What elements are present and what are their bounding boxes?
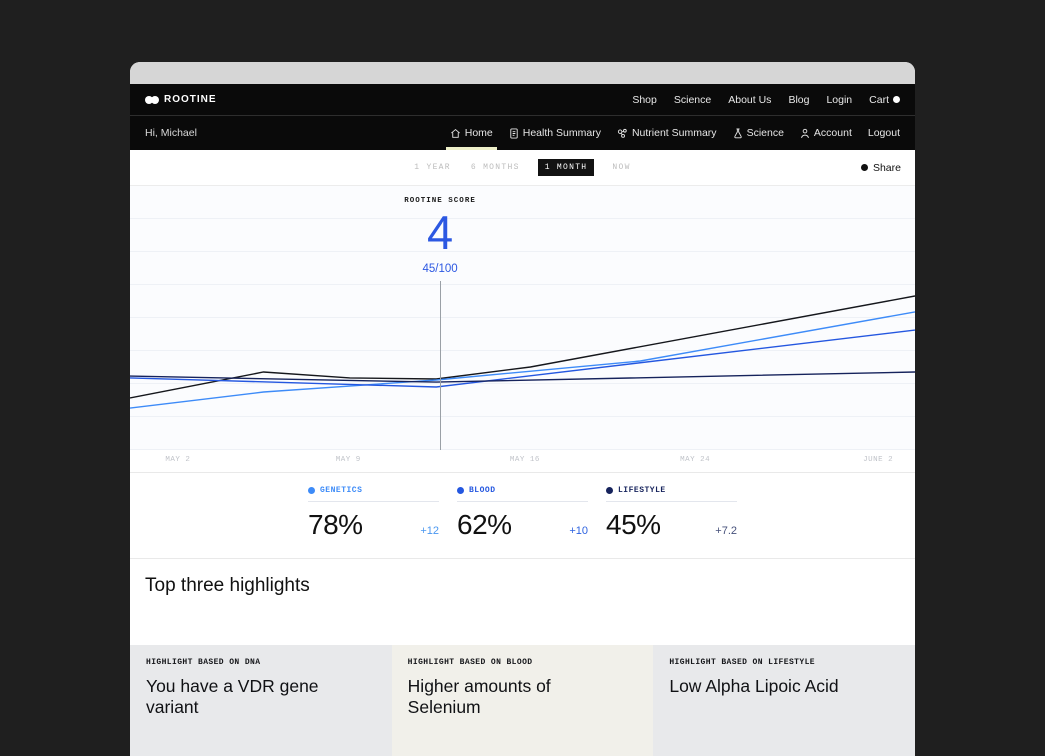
series-line-genetics [130, 311, 915, 409]
today-marker-line [440, 281, 442, 450]
primary-navbar: ROOTINE Shop Science About Us Blog Login… [130, 84, 915, 116]
metric-body: 45% +7.2 [606, 502, 737, 541]
metric-delta: +12 [420, 525, 439, 537]
metric-value: 78% [308, 509, 363, 540]
series-line-rootine-score [130, 295, 915, 399]
nav-item-label: Science [746, 127, 784, 139]
score-value: 4 [426, 206, 454, 259]
metric-value: 45% [606, 509, 661, 540]
cart-dot-icon [893, 96, 900, 103]
highlights-title: Top three highlights [145, 575, 310, 596]
nav-item-health-summary[interactable]: Health Summary [509, 116, 601, 150]
x-axis: MAY 2 MAY 9 MAY 16 MAY 24 JUNE 2 [130, 450, 915, 473]
highlight-cards: HIGHLIGHT BASED ON DNA You have a VDR ge… [130, 645, 915, 756]
x-axis-label: MAY 2 [165, 456, 191, 464]
secondary-navbar: Hi, Michael Home Health Summary Nutrient… [130, 116, 915, 150]
metric-lifestyle[interactable]: LIFESTYLE 45% +7.2 [606, 486, 737, 558]
nav-item-science[interactable]: Science [733, 116, 784, 150]
nav-link-blog[interactable]: Blog [788, 93, 810, 106]
person-icon [800, 128, 809, 138]
document-icon [510, 127, 518, 139]
nav-item-label: Nutrient Summary [631, 127, 717, 139]
user-greeting: Hi, Michael [145, 127, 197, 139]
card-tag: HIGHLIGHT BASED ON DNA [146, 658, 261, 667]
rootine-logo[interactable]: ROOTINE [145, 94, 217, 105]
blood-legend-dot-icon [457, 487, 464, 494]
metric-body: 62% +10 [457, 502, 588, 541]
nav-item-label: Account [813, 127, 852, 139]
flask-icon [733, 127, 742, 138]
card-title: Higher amounts of Selenium [407, 676, 551, 717]
nav-link-about-us[interactable]: About Us [728, 93, 772, 106]
metric-body: 78% +12 [308, 502, 439, 541]
metric-label: LIFESTYLE [618, 486, 666, 495]
series-line-blood [130, 329, 915, 388]
highlight-card-dna[interactable]: HIGHLIGHT BASED ON DNA You have a VDR ge… [130, 645, 392, 756]
card-title: Low Alpha Lipoic Acid [669, 676, 839, 696]
range-tab-6-months[interactable]: 6 MONTHS [469, 159, 522, 176]
nav-link-login[interactable]: Login [826, 93, 853, 106]
x-axis-label: MAY 9 [335, 456, 361, 464]
molecule-icon [617, 128, 627, 138]
nav-link-shop[interactable]: Shop [632, 93, 657, 106]
x-axis-label: MAY 16 [509, 456, 540, 464]
metric-value: 62% [457, 509, 512, 540]
card-tag: HIGHLIGHT BASED ON LIFESTYLE [669, 658, 815, 667]
metric-delta: +7.2 [715, 525, 737, 537]
series-line-lifestyle [130, 371, 915, 383]
nav-link-science[interactable]: Science [673, 93, 712, 106]
share-label: Share [872, 161, 901, 174]
secondary-nav-items: Home Health Summary Nutrient Summary Sci… [445, 116, 900, 150]
card-tag: HIGHLIGHT BASED ON BLOOD [407, 658, 533, 667]
app-window: ROOTINE Shop Science About Us Blog Login… [130, 62, 915, 756]
share-dot-icon [860, 164, 868, 171]
metric-blood[interactable]: BLOOD 62% +10 [457, 486, 588, 558]
trend-svg [130, 295, 915, 409]
nav-link-cart[interactable]: Cart [869, 94, 900, 106]
range-tab-now[interactable]: NOW [610, 159, 632, 176]
nav-item-label: Logout [867, 127, 900, 139]
range-tab-1-month[interactable]: 1 MONTH [537, 159, 595, 176]
score-label: ROOTINE SCORE [404, 197, 476, 205]
home-icon [450, 128, 460, 138]
cart-label: Cart [869, 93, 889, 106]
share-button[interactable]: Share [860, 161, 901, 174]
highlight-card-blood[interactable]: HIGHLIGHT BASED ON BLOOD Higher amounts … [391, 645, 654, 756]
score-trend-chart[interactable]: ROOTINE SCORE 4 45/100 [130, 185, 915, 450]
highlight-card-lifestyle[interactable]: HIGHLIGHT BASED ON LIFESTYLE Low Alpha L… [653, 645, 915, 756]
metric-header: LIFESTYLE [606, 486, 737, 502]
card-title: You have a VDR gene variant [146, 676, 319, 717]
nav-item-home[interactable]: Home [445, 116, 497, 150]
nav-item-label: Home [464, 127, 493, 139]
logo-text: ROOTINE [164, 94, 217, 105]
x-axis-label: MAY 24 [680, 456, 711, 464]
main-content: 1 YEAR 6 MONTHS 1 MONTH NOW Share ROOTIN… [130, 150, 915, 756]
score-fraction: 45/100 [422, 262, 458, 275]
window-chrome-bar [130, 62, 915, 84]
highlights-header: Top three highlights [130, 558, 915, 645]
range-tab-1-year[interactable]: 1 YEAR [412, 159, 453, 176]
metric-header: GENETICS [308, 486, 439, 502]
metrics-row: GENETICS 78% +12 BLOOD 62% +10 [130, 473, 915, 558]
metric-genetics[interactable]: GENETICS 78% +12 [308, 486, 439, 558]
metric-header: BLOOD [457, 486, 588, 502]
rootine-score-block: ROOTINE SCORE 4 45/100 [404, 197, 476, 275]
nav-item-nutrient-summary[interactable]: Nutrient Summary [617, 116, 717, 150]
nav-item-label: Health Summary [522, 127, 601, 139]
metric-label: GENETICS [320, 486, 363, 495]
metric-label: BLOOD [469, 486, 496, 495]
genetics-legend-dot-icon [308, 487, 315, 494]
logo-dots-icon [145, 95, 159, 104]
lifestyle-legend-dot-icon [606, 487, 613, 494]
time-range-toolbar: 1 YEAR 6 MONTHS 1 MONTH NOW Share [130, 150, 915, 185]
nav-item-logout[interactable]: Logout [868, 116, 900, 150]
primary-nav-links: Shop Science About Us Blog Login Cart [632, 94, 900, 106]
nav-item-account[interactable]: Account [800, 116, 852, 150]
x-axis-label: JUNE 2 [863, 456, 894, 464]
metric-delta: +10 [569, 525, 588, 537]
